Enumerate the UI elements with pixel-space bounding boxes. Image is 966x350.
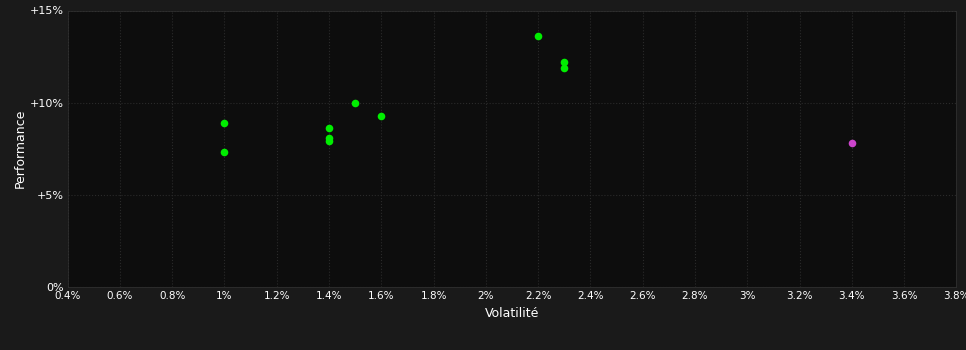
Point bbox=[530, 34, 546, 39]
Y-axis label: Performance: Performance bbox=[14, 109, 27, 188]
X-axis label: Volatilité: Volatilité bbox=[485, 307, 539, 320]
Point bbox=[322, 135, 337, 140]
Point bbox=[556, 65, 572, 70]
Point bbox=[322, 126, 337, 131]
Point bbox=[844, 140, 860, 146]
Point bbox=[216, 120, 232, 126]
Point bbox=[216, 150, 232, 155]
Point bbox=[348, 100, 363, 105]
Point bbox=[374, 113, 389, 118]
Point bbox=[556, 59, 572, 65]
Point bbox=[322, 139, 337, 144]
